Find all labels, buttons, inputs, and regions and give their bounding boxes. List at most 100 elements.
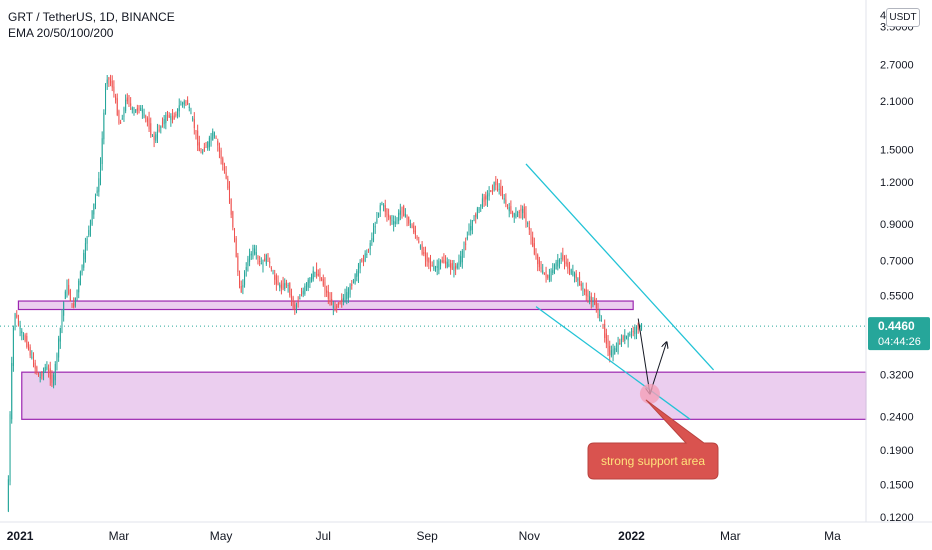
candle: [19, 320, 21, 337]
candle: [341, 293, 343, 308]
candle: [373, 223, 375, 243]
x-tick-label: Sep: [416, 529, 438, 543]
candle-body: [307, 279, 309, 288]
candle-body: [424, 250, 426, 260]
candle-body: [347, 288, 349, 299]
candle-body: [66, 284, 68, 293]
candle-body: [460, 256, 462, 265]
candle-body: [289, 282, 291, 296]
candle: [14, 312, 16, 331]
candle: [480, 204, 482, 212]
candle-body: [210, 136, 212, 140]
candle-body: [421, 244, 423, 255]
candle: [53, 372, 55, 389]
candle-body: [58, 338, 60, 358]
candle: [207, 141, 209, 151]
candle: [615, 342, 617, 353]
candle-body: [503, 198, 505, 200]
candle-body: [239, 276, 241, 286]
candle: [254, 244, 256, 256]
candle-body: [495, 181, 497, 186]
candle: [349, 283, 351, 298]
candle: [416, 235, 418, 241]
candle-body: [12, 327, 14, 367]
candle-body: [22, 335, 24, 337]
candle: [535, 248, 537, 260]
candle: [27, 341, 29, 351]
candle: [470, 219, 472, 236]
candle: [222, 156, 224, 171]
candle-body: [418, 241, 420, 243]
candle-body: [9, 414, 11, 482]
symbol-title[interactable]: GRT / TetherUS, 1D, BINANCE: [8, 10, 175, 24]
candle-body: [16, 314, 18, 318]
candle-body: [39, 376, 41, 378]
candle: [7, 475, 9, 513]
candle: [105, 83, 107, 115]
candle-body: [555, 262, 557, 270]
candle: [249, 248, 251, 267]
candle: [200, 147, 202, 154]
candle-body: [105, 89, 107, 111]
candle-body: [331, 299, 333, 306]
candle-body: [27, 343, 29, 350]
candle: [426, 252, 428, 267]
candle: [74, 297, 76, 308]
candle: [215, 135, 217, 139]
candle-body: [116, 98, 118, 115]
candle: [317, 269, 319, 277]
candle-body: [428, 257, 430, 263]
candle: [483, 193, 485, 207]
candle-body: [513, 213, 515, 217]
candle-body: [480, 204, 482, 206]
candle: [530, 228, 532, 245]
candle-body: [29, 346, 31, 356]
price-axis[interactable]: 43.50002.70002.10001.50001.20000.90000.7…: [880, 10, 914, 524]
candle: [183, 99, 185, 109]
candle-body: [222, 158, 224, 165]
candle: [604, 319, 606, 343]
candle-body: [215, 137, 217, 139]
candle-body: [89, 220, 91, 231]
candle-body: [232, 211, 234, 228]
indicator-title[interactable]: EMA 20/50/100/200: [8, 26, 114, 40]
candle-body: [589, 296, 591, 302]
candle-body: [285, 282, 287, 286]
candle: [393, 215, 395, 232]
candle-body: [337, 302, 339, 307]
candle: [297, 296, 299, 308]
candle-body: [31, 356, 33, 358]
candle-body: [275, 275, 277, 285]
candle-body: [264, 258, 266, 262]
candle-body: [118, 110, 120, 124]
candle-body: [94, 196, 96, 206]
candle: [322, 274, 324, 287]
currency-button[interactable]: USDT: [886, 8, 920, 27]
candle: [528, 220, 530, 235]
candle: [600, 315, 602, 322]
candle: [116, 93, 118, 117]
candle-body: [277, 280, 279, 286]
candle-body: [128, 96, 130, 105]
candle: [577, 277, 579, 287]
candle: [306, 282, 308, 292]
candle: [364, 250, 366, 263]
trendline-1: [525, 163, 715, 371]
candle-body: [146, 117, 148, 122]
candle-body: [600, 319, 602, 322]
candle: [361, 257, 363, 263]
candle-body: [247, 258, 249, 266]
time-axis[interactable]: 2021 Mar May Jul Sep Nov 2022 Mar Ma: [0, 521, 932, 543]
candle-body: [342, 297, 344, 301]
candle-body: [636, 325, 638, 333]
candle: [250, 251, 252, 260]
candle-body: [473, 219, 475, 221]
candle: [587, 289, 589, 303]
candle: [259, 255, 261, 267]
candle: [496, 178, 498, 192]
candle-body: [520, 208, 522, 212]
candle-body: [592, 300, 594, 303]
candle-body: [481, 198, 483, 208]
candle-body: [362, 255, 364, 261]
